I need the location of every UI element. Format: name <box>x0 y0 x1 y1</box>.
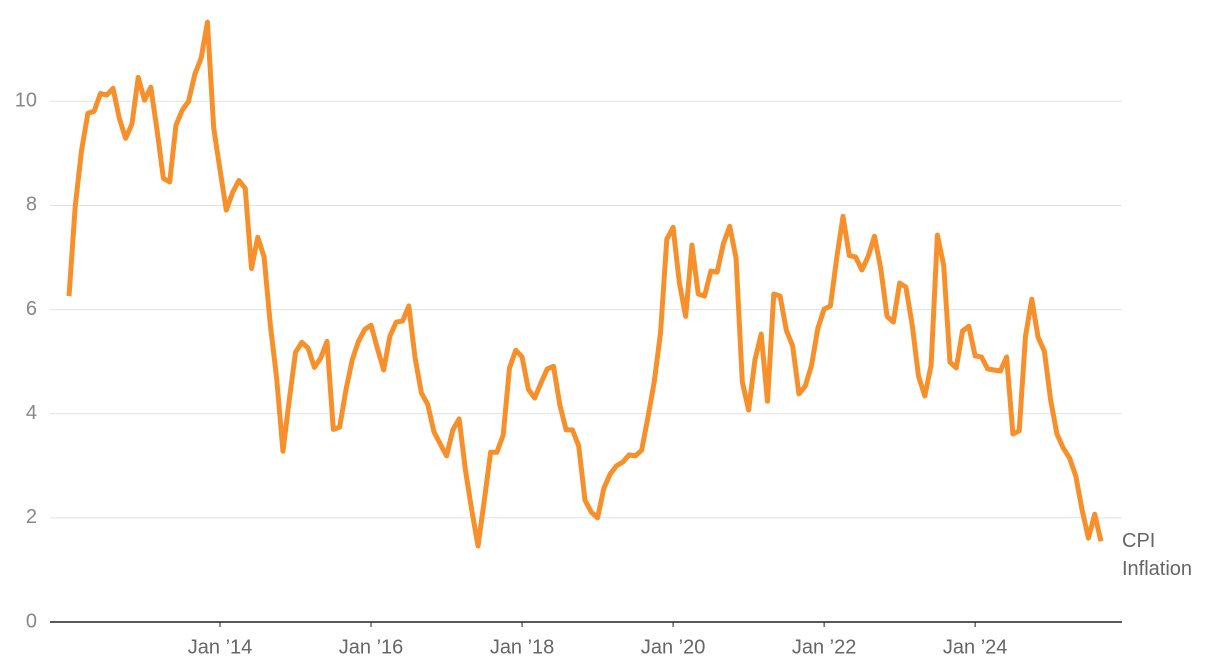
y-tick-label: 8 <box>26 194 37 216</box>
y-tick-label: 6 <box>26 298 37 320</box>
x-tick-label: Jan ’22 <box>792 636 857 658</box>
x-tick-label: Jan ’14 <box>188 636 253 658</box>
y-tick-label: 0 <box>26 610 37 632</box>
y-tick-label: 4 <box>26 402 37 424</box>
x-tick-label: Jan ’16 <box>339 636 404 658</box>
x-tick-label: Jan ’24 <box>943 636 1008 658</box>
line <box>66 19 1104 549</box>
x-tick-label: Jan ’20 <box>641 636 706 658</box>
y-tick-label: 2 <box>26 506 37 528</box>
x-tick-label: Jan ’18 <box>490 636 555 658</box>
y-tick-label: 10 <box>15 90 37 112</box>
series-label: CPI Inflation <box>1122 530 1193 581</box>
